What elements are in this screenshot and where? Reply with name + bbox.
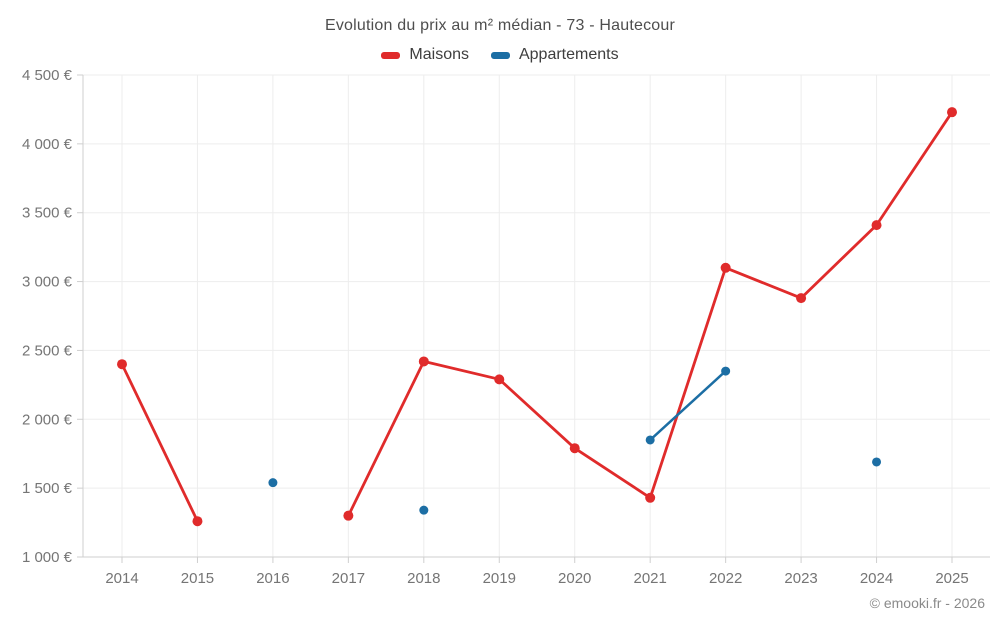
copyright-text: © emooki.fr - 2026 xyxy=(869,595,985,611)
legend-label: Maisons xyxy=(409,46,469,63)
x-tick-label: 2015 xyxy=(181,570,214,587)
data-point-appartements-2016[interactable] xyxy=(268,478,278,488)
x-tick-label: 2017 xyxy=(332,570,365,587)
x-tick-label: 2025 xyxy=(935,570,968,587)
legend-swatch-icon xyxy=(381,51,401,59)
y-tick-label: 2 500 € xyxy=(22,342,73,359)
y-tick-label: 2 000 € xyxy=(22,411,73,428)
legend-item-maisons[interactable]: Maisons xyxy=(381,46,469,64)
x-tick-label: 2020 xyxy=(558,570,591,587)
data-point-appartements-2022[interactable] xyxy=(721,366,731,376)
data-point-maisons-2014[interactable] xyxy=(117,359,127,370)
x-tick-label: 2014 xyxy=(105,570,138,587)
data-point-maisons-2015[interactable] xyxy=(192,516,203,527)
x-tick-label: 2016 xyxy=(256,570,289,587)
data-point-maisons-2018[interactable] xyxy=(418,356,429,367)
x-tick-label: 2023 xyxy=(784,570,817,587)
x-tick-label: 2018 xyxy=(407,570,440,587)
y-tick-label: 4 500 € xyxy=(22,67,73,84)
data-point-appartements-2021[interactable] xyxy=(645,435,655,445)
data-point-maisons-2022[interactable] xyxy=(720,262,731,273)
data-point-maisons-2020[interactable] xyxy=(569,443,580,454)
x-tick-label: 2019 xyxy=(483,570,516,587)
y-tick-label: 4 000 € xyxy=(22,136,73,153)
legend-item-appartements[interactable]: Appartements xyxy=(490,46,619,64)
data-point-appartements-2024[interactable] xyxy=(872,457,882,467)
data-point-maisons-2019[interactable] xyxy=(494,374,505,385)
y-tick-label: 1 000 € xyxy=(22,549,73,566)
legend-swatch-icon xyxy=(490,51,510,59)
data-point-maisons-2024[interactable] xyxy=(871,220,882,231)
series-line-appartements xyxy=(650,371,876,462)
chart-title: Evolution du prix au m² médian - 73 - Ha… xyxy=(324,17,675,34)
y-tick-label: 3 000 € xyxy=(22,274,73,291)
x-tick-label: 2022 xyxy=(709,570,742,587)
data-point-maisons-2017[interactable] xyxy=(343,510,354,521)
series-line-maisons xyxy=(120,110,954,523)
data-point-maisons-2025[interactable] xyxy=(947,107,957,118)
x-tick-label: 2024 xyxy=(860,570,893,587)
data-point-maisons-2023[interactable] xyxy=(796,293,807,304)
data-point-maisons-2021[interactable] xyxy=(645,492,656,503)
legend-label: Appartements xyxy=(518,46,619,63)
chart-legend: Maisons Appartements xyxy=(0,46,1000,64)
data-point-appartements-2018[interactable] xyxy=(419,505,429,515)
y-tick-label: 3 500 € xyxy=(22,205,73,222)
x-tick-label: 2021 xyxy=(633,570,666,587)
y-tick-label: 1 500 € xyxy=(22,480,73,497)
